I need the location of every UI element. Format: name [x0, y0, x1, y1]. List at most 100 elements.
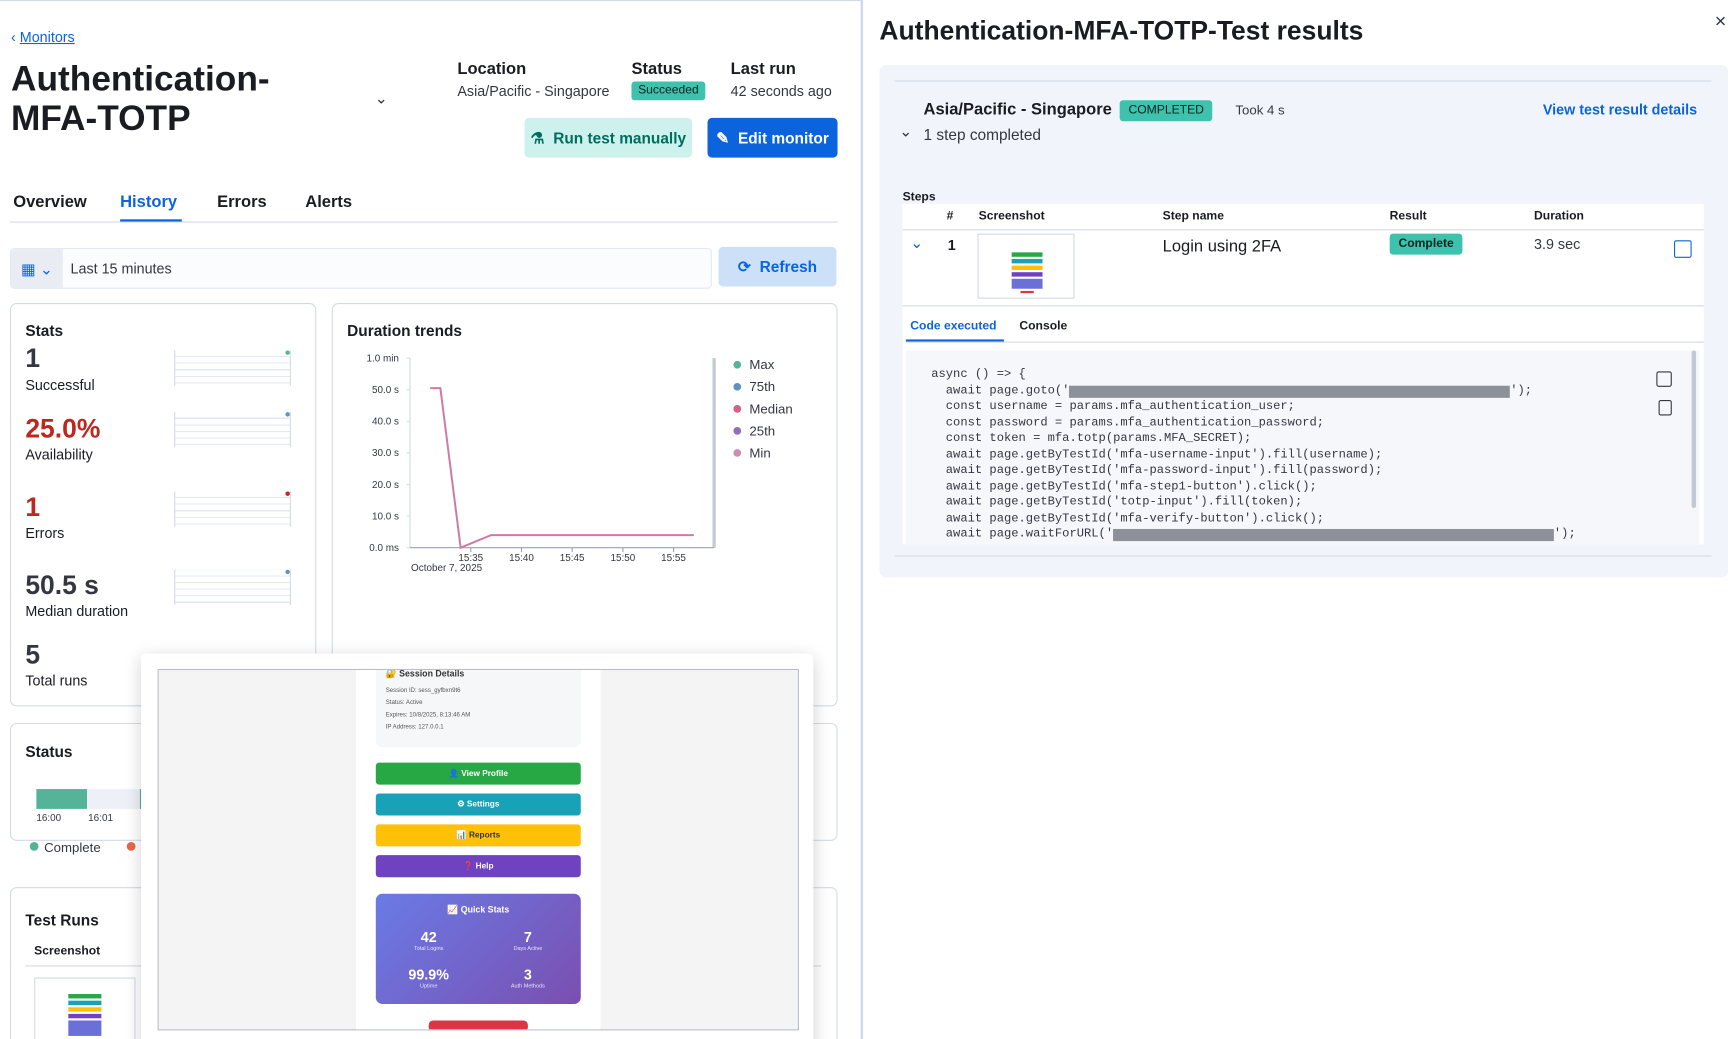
sparkline-dot [285, 412, 290, 417]
tab-border [905, 341, 1704, 343]
steps-chevron[interactable]: ⌄ [899, 122, 913, 140]
step-name: Login using 2FA [1162, 236, 1282, 256]
tab[interactable]: Alerts [305, 192, 353, 212]
run-test-button[interactable]: ⚗ Run test manually [524, 117, 693, 158]
code-text: await page.goto(' [931, 384, 1070, 398]
details-link[interactable]: View test result details [1542, 101, 1698, 118]
breadcrumb-link[interactable]: Monitors [19, 28, 75, 46]
breadcrumb[interactable]: ‹ Monitors [11, 28, 75, 46]
active-tab-underline [905, 339, 1004, 342]
refresh-icon: ⟳ [737, 257, 751, 275]
sparkline-dot [285, 491, 290, 496]
top-border [0, 0, 861, 2]
title-chevron[interactable]: ⌄ [374, 89, 388, 107]
button-label: Edit monitor [737, 128, 829, 147]
quick-stat-label: Days Active [513, 945, 543, 953]
y-tick-label: 20.0 s [372, 480, 399, 491]
stat-value: 50.5 s [25, 570, 99, 601]
active-tab-underline [120, 219, 182, 222]
date-picker[interactable] [9, 247, 712, 289]
code-text: '); [1510, 384, 1533, 398]
status-bar-complete [36, 789, 88, 809]
stat-value: 5 [25, 640, 41, 671]
close-button[interactable]: × [1714, 9, 1727, 32]
code-text: await page.getByTestId('totp-input').fil… [931, 495, 1303, 510]
status-bar-empty [87, 789, 140, 809]
legend-dot [733, 360, 742, 369]
quick-stat-value: 3 [523, 966, 532, 984]
code-line: await page.getByTestId('mfa-step1-button… [931, 480, 1317, 493]
location-label: Location [457, 59, 527, 79]
legend-dot [733, 427, 742, 435]
refresh-button[interactable]: ⟳ Refresh [718, 246, 837, 287]
fullscreen-icon[interactable] [1656, 371, 1672, 387]
legend-dot [126, 841, 136, 851]
screenshot-image: 🔐 Session Details Session ID: sess_gyfbxn… [157, 668, 799, 1031]
code-line: await page.getByTestId('totp-input').fil… [931, 495, 1303, 510]
flyout-title: Authentication-MFA-TOTP-Test results [879, 16, 1364, 47]
legend-dot [733, 449, 742, 457]
tabs-border [9, 221, 838, 223]
status-badge: Succeeded [631, 81, 706, 101]
code-line: await page.waitForURL(' '); [931, 528, 1576, 542]
y-tick-label: 1.0 min [366, 353, 399, 364]
edit-monitor-button[interactable]: ✎ Edit monitor [707, 117, 838, 158]
column-header: Screenshot [34, 944, 101, 958]
column-header: Result [1389, 209, 1427, 223]
stat-value: 25.0% [25, 414, 101, 445]
y-tick-label: 30.0 s [372, 448, 399, 459]
y-tick-label: 10.0 s [372, 511, 399, 522]
session-line: IP Address: 127.0.0.1 [385, 724, 444, 731]
sparkline [174, 412, 291, 448]
legend-label: Min [749, 445, 770, 460]
step-thumbnail[interactable] [977, 233, 1075, 299]
sparkline-dot [285, 350, 290, 355]
code-tab[interactable]: Code executed [910, 319, 997, 333]
tab[interactable]: Errors [217, 192, 267, 212]
legend-label: Median [749, 401, 792, 416]
date-range: Last 15 minutes [70, 260, 172, 277]
column-header: Screenshot [978, 209, 1045, 223]
divider [894, 80, 1712, 82]
button-label: Run test manually [553, 128, 687, 147]
run-thumbnail[interactable] [34, 977, 136, 1039]
result-badge: COMPLETED [1119, 100, 1213, 122]
status-time: 16:00 [36, 812, 62, 824]
stat-value: 1 [25, 492, 41, 523]
column-header: # [946, 209, 954, 223]
legend-dot [29, 841, 39, 851]
code-line: async () => { [931, 369, 1026, 381]
code-line: const password = params.mfa_authenticati… [931, 417, 1324, 429]
sparkline [174, 350, 291, 386]
code-text: await page.getByTestId('mfa-username-inp… [931, 447, 1383, 462]
last-run-value: 42 seconds ago [730, 82, 832, 100]
calendar-button[interactable]: ▦ ⌄ [11, 249, 63, 288]
code-line: await page.getByTestId('mfa-username-inp… [931, 447, 1383, 462]
scrollbar [1691, 350, 1697, 509]
legend-dot [733, 404, 742, 413]
code-block [905, 350, 1700, 545]
quick-stat-value: 7 [523, 929, 532, 946]
session-line: Expires: 10/8/2025, 8:13:46 AM [385, 711, 471, 719]
code-tab[interactable]: Console [1019, 319, 1068, 333]
step-detail-icon[interactable] [1673, 240, 1692, 258]
tab[interactable]: Overview [13, 192, 87, 212]
stat-label: Successful [25, 376, 95, 394]
x-tick-label: 15:40 [509, 553, 534, 564]
tab[interactable]: History [120, 192, 178, 212]
logout-button [428, 1020, 528, 1030]
code-text: const username = params.mfa_authenticati… [931, 400, 1295, 414]
legend-label: 25th [749, 423, 775, 438]
x-tick-label: 15:50 [610, 553, 635, 564]
copy-icon[interactable] [1658, 400, 1672, 416]
legend-dot [733, 382, 742, 391]
stat-label: Median duration [25, 602, 129, 620]
column-header: Duration [1534, 209, 1584, 223]
divider [894, 555, 1712, 557]
duration-chart: 0.0 ms 10.0 s 20.0 s 30.0 s 40.0 s 50.0 s 1.0 … [366, 353, 792, 573]
row-chevron[interactable]: ⌄ [910, 233, 924, 252]
screen-button: ❓ Help [375, 855, 581, 878]
quick-stat-value: 99.9% [408, 966, 450, 984]
chart-title: Duration trends [347, 321, 463, 340]
